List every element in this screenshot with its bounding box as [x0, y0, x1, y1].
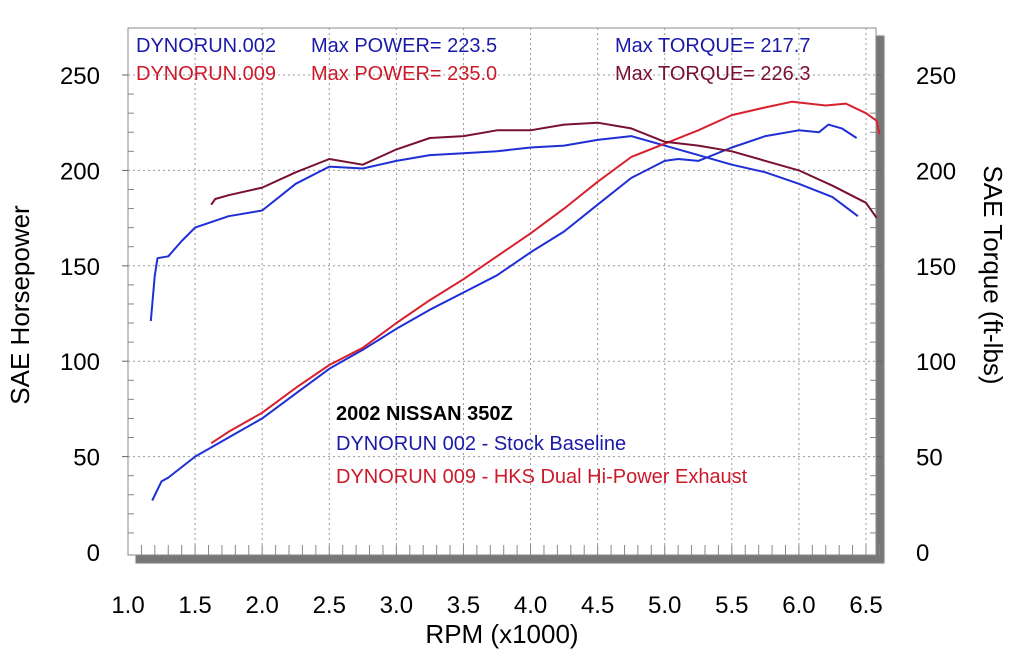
minor-ticks [128, 93, 880, 555]
annotation-line-009: DYNORUN 009 - HKS Dual Hi-Power Exhaust [336, 466, 748, 488]
x-tick-label-8: 5.0 [648, 592, 681, 619]
header-run-009-torque: Max TORQUE= 226.3 [615, 63, 810, 85]
header-run-002: DYNORUN.002 Max POWER= 223.5 Max TORQUE=… [136, 35, 810, 57]
series-line-dynorun-009-torque [210, 121, 878, 219]
x-tick-label-7: 4.5 [581, 592, 614, 619]
series-line-dynorun-002-power [151, 123, 858, 501]
x-tick-labels: 1.0 1.5 2.0 2.5 3.0 3.5 4.0 4.5 5.0 5.5 6.0 6.5 [111, 592, 882, 619]
series-line-dynorun-002-torque [149, 135, 859, 322]
series-line-dynorun-009-power [210, 100, 881, 445]
header-run-009: DYNORUN.009 Max POWER= 235.0 Max TORQUE=… [136, 63, 810, 85]
y-tick-label-right-1: 50 [916, 445, 943, 472]
x-tick-label-0: 1.0 [111, 592, 144, 619]
y-tick-label-right-5: 250 [916, 63, 956, 90]
y-axis-title-right: SAE Torque (ft-lbs) [978, 165, 1008, 384]
y-tick-labels-right: 0 50 100 150 200 250 [916, 63, 956, 567]
annotation-title: 2002 NISSAN 350Z [336, 403, 513, 425]
x-axis-title: RPM (x1000) [425, 619, 578, 649]
series-lines [149, 100, 881, 501]
y-tick-label-right-4: 200 [916, 158, 956, 185]
y-tick-label-left-0: 0 [87, 540, 100, 567]
x-tick-label-5: 3.5 [447, 592, 480, 619]
header-run-002-power: Max POWER= 223.5 [311, 35, 497, 57]
header-run-009-power: Max POWER= 235.0 [311, 63, 497, 85]
y-tick-label-left-3: 150 [60, 254, 100, 281]
header-run-002-torque: Max TORQUE= 217.7 [615, 35, 810, 57]
header-run-002-name: DYNORUN.002 [136, 35, 276, 57]
y-tick-label-right-2: 100 [916, 349, 956, 376]
x-tick-label-11: 6.5 [849, 592, 882, 619]
x-tick-label-10: 6.0 [782, 592, 815, 619]
x-tick-label-4: 3.0 [380, 592, 413, 619]
y-tick-label-right-3: 150 [916, 254, 956, 281]
x-tick-label-6: 4.0 [514, 592, 547, 619]
y-tick-label-left-5: 250 [60, 63, 100, 90]
y-tick-label-left-1: 50 [73, 445, 100, 472]
header-run-009-name: DYNORUN.009 [136, 63, 276, 85]
x-tick-label-1: 1.5 [178, 592, 211, 619]
y-tick-labels-left: 0 50 100 150 200 250 [60, 63, 100, 567]
x-tick-label-3: 2.5 [313, 592, 346, 619]
y-axis-title-left: SAE Horsepower [5, 205, 35, 405]
y-tick-label-left-2: 100 [60, 349, 100, 376]
x-tick-label-2: 2.0 [245, 592, 278, 619]
y-tick-label-right-0: 0 [916, 540, 929, 567]
x-tick-label-9: 5.5 [715, 592, 748, 619]
plot-area [127, 27, 877, 556]
annotation-line-002: DYNORUN 002 - Stock Baseline [336, 433, 626, 455]
grid [122, 28, 882, 555]
y-tick-label-left-4: 200 [60, 158, 100, 185]
annotation-box: 2002 NISSAN 350Z DYNORUN 002 - Stock Bas… [336, 403, 748, 488]
